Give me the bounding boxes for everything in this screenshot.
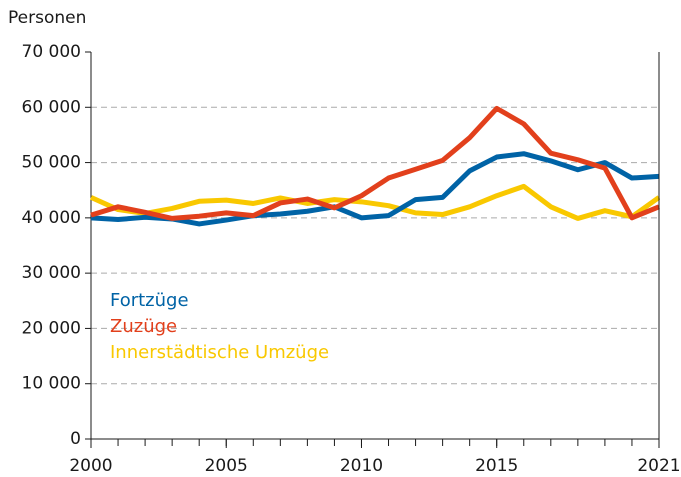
series-line (90, 105, 660, 221)
x-tick-label: 2010 (340, 456, 383, 476)
y-tick-label: 50 000 (22, 153, 81, 173)
legend-label: Fortzüge (110, 290, 189, 311)
legend-label: Zuzüge (110, 316, 177, 337)
legend-label: Innerstädtische Umzüge (110, 342, 329, 363)
series-line (90, 151, 660, 227)
y-tick-label: 60 000 (22, 97, 81, 117)
edge-cover (660, 52, 681, 439)
x-tick-label: 2005 (205, 456, 248, 476)
x-tick-label: 2015 (475, 456, 518, 476)
y-tick-label: 10 000 (22, 374, 81, 394)
y-tick-label: 30 000 (22, 263, 81, 283)
x-tick-label: 2021 (637, 456, 680, 476)
y-tick-label: 20 000 (22, 318, 81, 338)
x-tick-label: 2000 (69, 456, 112, 476)
y-tick-label: 70 000 (22, 42, 81, 62)
y-axis-label: Personen (8, 8, 86, 28)
y-tick-label: 40 000 (22, 208, 81, 228)
y-tick-label: 0 (70, 429, 81, 449)
series-line (89, 183, 661, 221)
